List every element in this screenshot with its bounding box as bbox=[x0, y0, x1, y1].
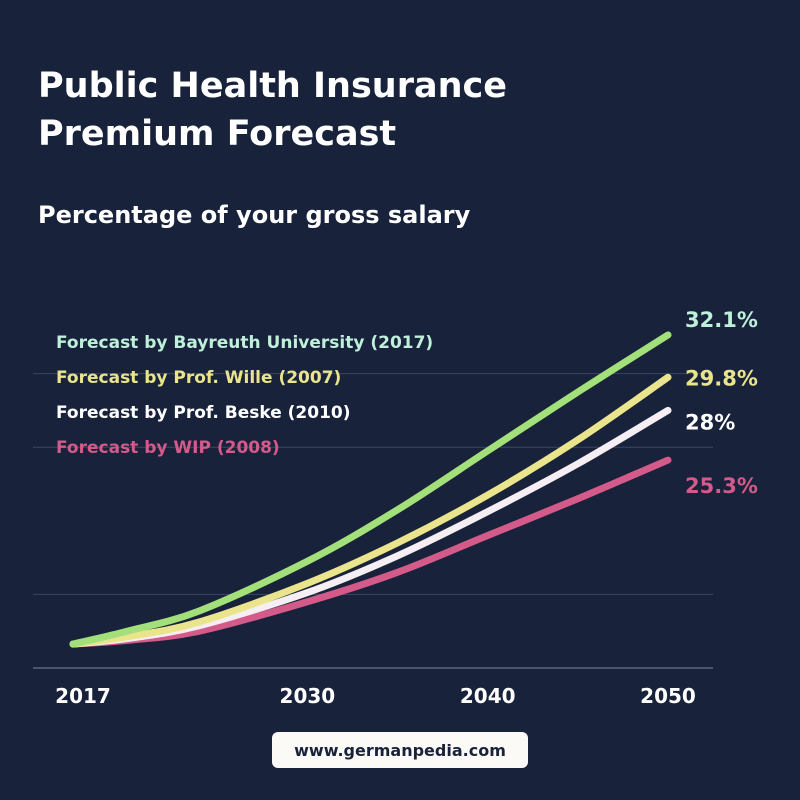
legend-item: Forecast by WIP (2008) bbox=[56, 438, 280, 458]
source-text: www.germanpedia.com bbox=[294, 740, 506, 760]
title-line-1: Public Health Insurance bbox=[38, 66, 507, 106]
series-lines bbox=[69, 331, 672, 648]
series-line bbox=[69, 331, 672, 648]
series-end-label: 25.3% bbox=[685, 474, 758, 498]
chart-title: Public Health Insurance Premium Forecast bbox=[38, 62, 758, 158]
x-tick-label: 2017 bbox=[55, 684, 111, 708]
legend-item: Forecast by Bayreuth University (2017) bbox=[56, 333, 434, 353]
source-link[interactable]: www.germanpedia.com bbox=[272, 732, 528, 768]
x-tick-label: 2030 bbox=[280, 684, 336, 708]
chart-subtitle: Percentage of your gross salary bbox=[38, 201, 471, 229]
series-end-label: 28% bbox=[685, 410, 735, 434]
series-end-label: 32.1% bbox=[685, 308, 758, 332]
series-end-label: 29.8% bbox=[685, 366, 758, 390]
x-tick-label: 2040 bbox=[460, 684, 516, 708]
series-line bbox=[69, 373, 672, 648]
x-axis-ticks: 2017 2030 2040 2050 bbox=[55, 684, 696, 708]
legend-item: Forecast by Prof. Wille (2007) bbox=[56, 368, 342, 388]
x-tick-label: 2050 bbox=[640, 684, 696, 708]
end-labels: 32.1% 29.8% 28% 25.3% bbox=[685, 308, 758, 498]
legend-item: Forecast by Prof. Beske (2010) bbox=[56, 403, 351, 423]
gridlines bbox=[33, 373, 713, 669]
title-line-2: Premium Forecast bbox=[38, 114, 397, 154]
legend: Forecast by Bayreuth University (2017) Fo… bbox=[56, 326, 433, 466]
